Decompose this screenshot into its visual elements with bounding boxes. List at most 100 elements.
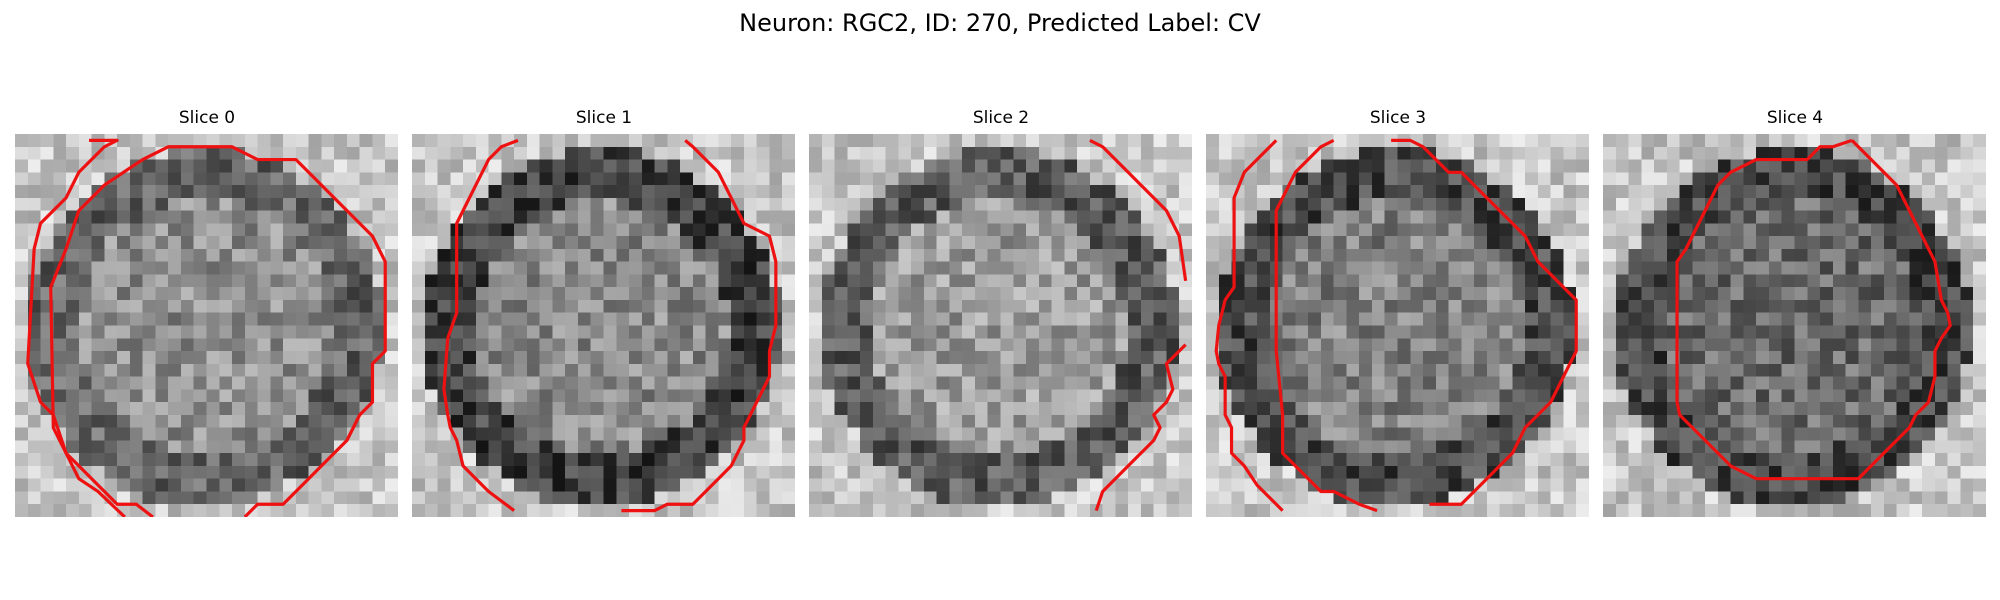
pixel (232, 299, 246, 313)
pixel (1435, 402, 1449, 416)
pixel (1448, 414, 1462, 428)
pixel (821, 172, 835, 186)
pixel (1486, 185, 1500, 199)
pixel (552, 261, 566, 275)
pixel (616, 248, 630, 262)
pixel (206, 351, 220, 365)
pixel (692, 223, 706, 237)
pixel (1537, 134, 1551, 148)
pixel (412, 325, 426, 339)
pixel (1603, 159, 1617, 173)
pixel (1397, 172, 1411, 186)
pixel (1705, 248, 1719, 262)
pixel (949, 210, 963, 224)
pixel (705, 312, 719, 326)
pixel (1257, 414, 1271, 428)
pixel (308, 478, 322, 492)
pixel (321, 351, 335, 365)
pixel (1410, 248, 1424, 262)
pixel (860, 299, 874, 313)
pixel (654, 197, 668, 211)
pixel (514, 287, 528, 301)
pixel (872, 261, 886, 275)
pixel (219, 504, 233, 517)
pixel (1641, 274, 1655, 288)
pixel (1435, 236, 1449, 250)
pixel (1282, 197, 1296, 211)
pixel (1308, 312, 1322, 326)
pixel (590, 274, 604, 288)
pixel (1692, 146, 1706, 160)
pixel (129, 197, 143, 211)
pixel (705, 172, 719, 186)
pixel (206, 172, 220, 186)
pixel (1179, 376, 1192, 390)
pixel (1346, 172, 1360, 186)
pixel (168, 453, 182, 467)
pixel (53, 363, 67, 377)
pixel (206, 427, 220, 441)
pixel (1679, 197, 1693, 211)
pixel (1807, 414, 1821, 428)
pixel (1794, 134, 1808, 148)
pixel (1038, 287, 1052, 301)
pixel (1257, 427, 1271, 441)
pixel (1628, 402, 1642, 416)
pixel (346, 453, 360, 467)
pixel (1423, 287, 1437, 301)
pixel (1615, 146, 1629, 160)
pixel (1576, 185, 1589, 199)
pixel (475, 389, 489, 403)
pixel (232, 312, 246, 326)
pixel (1474, 453, 1488, 467)
pixel (1499, 465, 1513, 479)
pixel (731, 236, 745, 250)
pixel (155, 453, 169, 467)
pixel (1537, 427, 1551, 441)
pixel (424, 159, 438, 173)
pixel (1896, 261, 1910, 275)
pixel (1333, 465, 1347, 479)
pixel (66, 325, 80, 339)
pixel (782, 440, 795, 454)
pixel (898, 363, 912, 377)
pixel (1474, 465, 1488, 479)
pixel (1563, 146, 1577, 160)
pixel (53, 274, 67, 288)
pixel (193, 427, 207, 441)
pixel (1128, 363, 1142, 377)
pixel (1000, 287, 1014, 301)
pixel (1064, 236, 1078, 250)
pixel (1807, 210, 1821, 224)
pixel (1474, 146, 1488, 160)
pixel (372, 185, 386, 199)
pixel (1768, 376, 1782, 390)
pixel (821, 402, 835, 416)
pixel (847, 172, 861, 186)
pixel (1896, 159, 1910, 173)
pixel (219, 325, 233, 339)
pixel (834, 134, 848, 148)
pixel (1410, 274, 1424, 288)
pixel (577, 185, 591, 199)
pixel (168, 299, 182, 313)
pixel (1717, 465, 1731, 479)
pixel (1244, 146, 1258, 160)
pixel (923, 197, 937, 211)
pixel (1486, 338, 1500, 352)
pixel (1486, 389, 1500, 403)
pixel (1474, 325, 1488, 339)
pixel (1089, 453, 1103, 467)
pixel (1794, 248, 1808, 262)
pixel (1140, 223, 1154, 237)
pixel (616, 261, 630, 275)
pixel (346, 351, 360, 365)
pixel (1909, 185, 1923, 199)
pixel (1026, 223, 1040, 237)
pixel (1206, 478, 1220, 492)
pixel (616, 312, 630, 326)
pixel (705, 185, 719, 199)
pixel (27, 287, 41, 301)
pixel (488, 504, 502, 517)
pixel (1308, 299, 1322, 313)
